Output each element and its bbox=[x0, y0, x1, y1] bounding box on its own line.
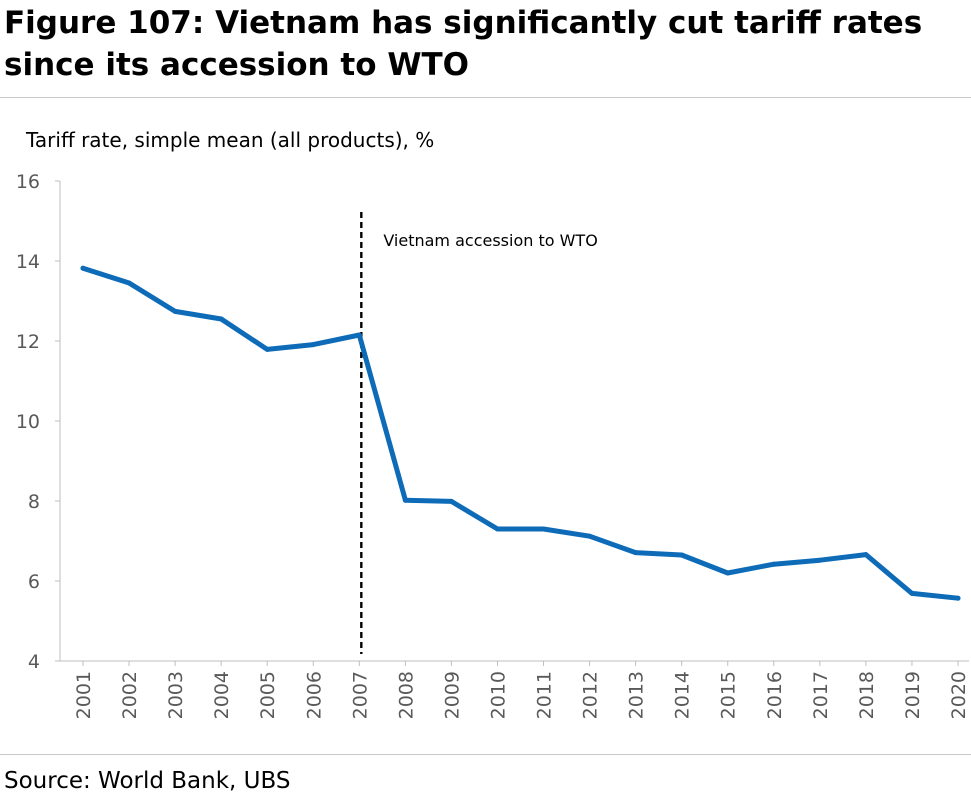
title-divider bbox=[0, 97, 971, 98]
tariff-rate-line bbox=[80, 265, 961, 601]
data-point bbox=[218, 316, 224, 322]
data-point bbox=[909, 590, 915, 596]
y-axis-label: Tariff rate, simple mean (all products),… bbox=[26, 128, 435, 152]
y-tick-label: 10 bbox=[16, 411, 40, 433]
x-tick-label: 2005 bbox=[257, 671, 279, 719]
data-point bbox=[771, 561, 777, 567]
data-point bbox=[264, 346, 270, 352]
data-point bbox=[863, 552, 869, 558]
data-point bbox=[955, 595, 961, 601]
x-tick-label: 2009 bbox=[441, 671, 463, 719]
y-tick-label: 14 bbox=[16, 251, 40, 273]
x-tick-label: 2017 bbox=[810, 671, 832, 719]
x-tick-label: 2008 bbox=[395, 671, 417, 719]
x-tick-label: 2001 bbox=[73, 671, 95, 719]
data-point bbox=[587, 533, 593, 539]
x-tick-label: 2013 bbox=[626, 671, 648, 719]
y-tick-label: 6 bbox=[28, 571, 40, 593]
data-point bbox=[679, 552, 685, 558]
data-point bbox=[448, 498, 454, 504]
data-point bbox=[495, 526, 500, 532]
x-tick-label: 2016 bbox=[764, 671, 786, 719]
figure-title: Figure 107: Vietnam has significantly cu… bbox=[4, 5, 923, 83]
source-note: Source: World Bank, UBS bbox=[4, 768, 291, 794]
y-tick-label: 16 bbox=[16, 171, 40, 193]
x-tick-label: 2003 bbox=[165, 671, 187, 719]
x-tick-label: 2012 bbox=[580, 671, 602, 719]
data-point bbox=[310, 342, 316, 348]
data-point bbox=[817, 557, 823, 563]
x-tick-label: 2019 bbox=[902, 671, 924, 719]
y-tick-label: 12 bbox=[16, 331, 40, 353]
source-divider bbox=[0, 754, 971, 755]
x-tick-label: 2020 bbox=[948, 671, 970, 719]
data-point bbox=[126, 280, 132, 286]
x-tick-label: 2007 bbox=[349, 671, 371, 719]
data-point bbox=[402, 497, 408, 503]
x-tick-label: 2002 bbox=[119, 671, 141, 719]
y-tick-label: 4 bbox=[28, 651, 40, 673]
x-tick-label: 2004 bbox=[211, 671, 233, 719]
line-chart: Vietnam accession to WTO 2001 2002 2003 200… bbox=[16, 171, 970, 719]
data-point bbox=[541, 526, 546, 532]
x-tick-label: 2011 bbox=[534, 671, 556, 719]
wto-accession-annotation: Vietnam accession to WTO bbox=[383, 231, 597, 250]
x-tick-label: 2006 bbox=[303, 671, 325, 719]
data-point bbox=[172, 308, 178, 314]
data-point bbox=[356, 332, 362, 338]
data-point bbox=[633, 550, 639, 556]
x-tick-label: 2010 bbox=[487, 671, 509, 719]
data-point bbox=[80, 265, 86, 271]
y-tick-label: 8 bbox=[28, 491, 40, 513]
x-tick-label: 2014 bbox=[672, 671, 694, 719]
data-point bbox=[725, 570, 731, 576]
x-tick-label: 2018 bbox=[856, 671, 878, 719]
x-tick-label: 2015 bbox=[718, 671, 740, 719]
